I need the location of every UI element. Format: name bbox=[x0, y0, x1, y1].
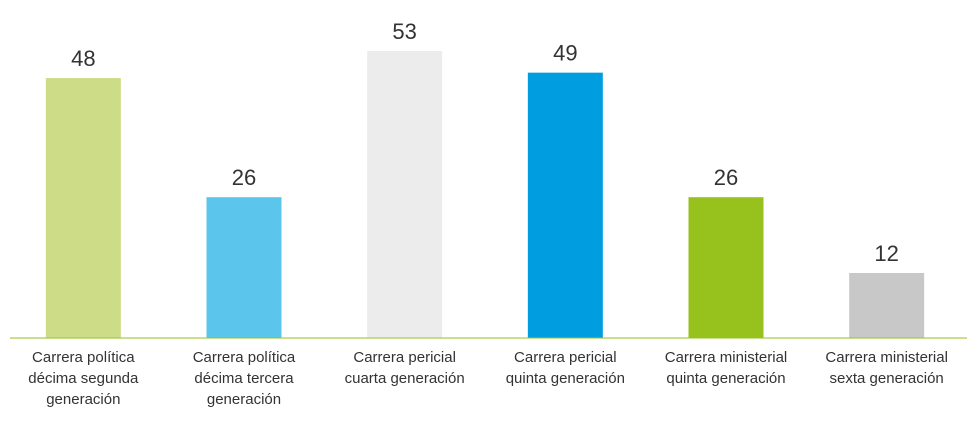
bar bbox=[45, 78, 121, 338]
value-label: 26 bbox=[714, 165, 738, 190]
x-tick-label: Carrera ministerial sexta generación bbox=[825, 349, 948, 387]
bar bbox=[206, 197, 282, 338]
x-tick-label: Carrera ministerial quinta generación bbox=[664, 349, 788, 387]
bar bbox=[849, 273, 925, 338]
x-tick-label: Carrera política décima segunda generaci… bbox=[28, 349, 139, 408]
bar bbox=[367, 51, 443, 338]
x-tick-label: Carrera política décima tercera generaci… bbox=[192, 349, 296, 408]
value-label: 48 bbox=[71, 46, 95, 71]
value-label: 12 bbox=[874, 241, 898, 266]
value-label: 49 bbox=[553, 41, 577, 66]
value-label: 53 bbox=[392, 19, 416, 44]
bar bbox=[527, 72, 603, 339]
x-tick-label: Carrera pericial cuarta generación bbox=[344, 349, 465, 387]
x-tick-label: Carrera pericial quinta generación bbox=[505, 349, 625, 387]
value-label: 26 bbox=[232, 165, 256, 190]
bar bbox=[688, 197, 764, 338]
